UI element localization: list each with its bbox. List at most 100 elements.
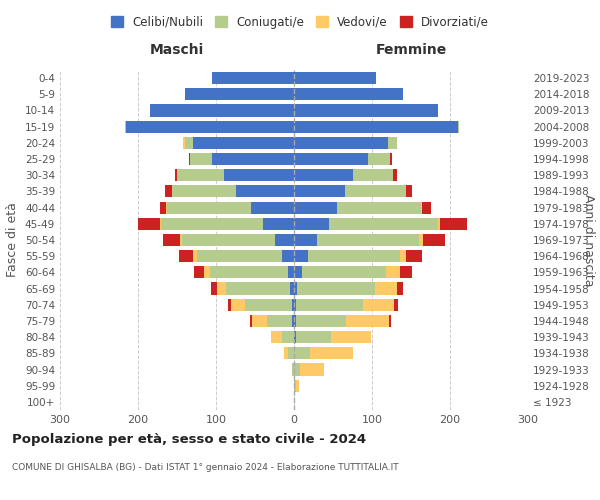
Bar (394, 298, 398, 311)
Bar (368, 153, 390, 165)
Bar (296, 315, 346, 327)
Bar (288, 348, 294, 360)
Bar (294, 153, 368, 165)
Bar (294, 250, 308, 262)
Bar (397, 282, 403, 294)
Bar (185, 88, 294, 101)
Y-axis label: Anni di nascita: Anni di nascita (582, 194, 595, 286)
Bar (229, 298, 231, 311)
Bar (284, 348, 288, 360)
Bar (167, 202, 251, 213)
Bar (458, 120, 460, 132)
Bar (138, 218, 160, 230)
Bar (294, 298, 296, 311)
Bar (375, 282, 397, 294)
Text: COMUNE DI GHISALBA (BG) - Dati ISTAT 1° gennaio 2024 - Elaborazione TUTTITALIA.I: COMUNE DI GHISALBA (BG) - Dati ISTAT 1° … (12, 462, 398, 471)
Bar (296, 380, 299, 392)
Bar (194, 266, 203, 278)
Bar (185, 137, 193, 149)
Bar (294, 315, 296, 327)
Text: Femmine: Femmine (376, 43, 446, 57)
Bar (217, 282, 226, 294)
Bar (172, 186, 235, 198)
Bar (296, 298, 362, 311)
Bar (296, 331, 331, 343)
Bar (294, 331, 296, 343)
Bar (421, 202, 422, 213)
Bar (268, 315, 292, 327)
Bar (300, 364, 323, 376)
Bar (290, 282, 294, 294)
Bar (212, 153, 294, 165)
Bar (182, 234, 275, 246)
Y-axis label: Fasce di età: Fasce di età (7, 202, 19, 278)
Bar (294, 72, 376, 84)
Bar (250, 315, 252, 327)
Bar (388, 137, 397, 149)
Bar (423, 234, 445, 246)
Bar (179, 250, 193, 262)
Bar (292, 298, 294, 311)
Bar (210, 266, 288, 278)
Bar (183, 137, 185, 149)
Bar (302, 266, 386, 278)
Bar (211, 282, 217, 294)
Legend: Celibi/Nubili, Coniugati/e, Vedovi/e, Divorziati/e: Celibi/Nubili, Coniugati/e, Vedovi/e, Di… (106, 11, 494, 34)
Bar (271, 331, 283, 343)
Bar (292, 364, 294, 376)
Bar (231, 298, 245, 311)
Bar (163, 234, 180, 246)
Bar (188, 153, 190, 165)
Bar (294, 104, 438, 117)
Bar (329, 218, 438, 230)
Bar (344, 186, 406, 198)
Bar (193, 137, 294, 149)
Bar (294, 202, 337, 213)
Bar (160, 202, 166, 213)
Bar (175, 169, 177, 181)
Text: Maschi: Maschi (150, 43, 204, 57)
Bar (275, 234, 294, 246)
Bar (245, 298, 292, 311)
Bar (393, 169, 397, 181)
Bar (294, 266, 302, 278)
Bar (331, 331, 371, 343)
Bar (294, 282, 297, 294)
Bar (438, 218, 440, 230)
Bar (165, 186, 172, 198)
Bar (203, 266, 210, 278)
Bar (263, 218, 294, 230)
Bar (317, 234, 419, 246)
Bar (125, 120, 126, 132)
Bar (346, 315, 389, 327)
Bar (294, 218, 329, 230)
Bar (251, 202, 294, 213)
Bar (177, 169, 224, 181)
Bar (406, 250, 422, 262)
Bar (235, 186, 294, 198)
Bar (160, 218, 161, 230)
Bar (422, 202, 431, 213)
Bar (294, 348, 310, 360)
Bar (224, 169, 294, 181)
Bar (294, 364, 300, 376)
Bar (226, 282, 290, 294)
Bar (362, 298, 394, 311)
Bar (190, 153, 212, 165)
Bar (406, 186, 412, 198)
Bar (400, 250, 406, 262)
Bar (283, 250, 294, 262)
Bar (126, 120, 294, 132)
Bar (400, 266, 412, 278)
Bar (353, 169, 393, 181)
Bar (252, 315, 268, 327)
Bar (337, 202, 421, 213)
Bar (294, 88, 403, 101)
Text: Popolazione per età, sesso e stato civile - 2024: Popolazione per età, sesso e stato civil… (12, 432, 366, 446)
Bar (197, 250, 283, 262)
Bar (180, 234, 182, 246)
Bar (294, 186, 344, 198)
Bar (419, 234, 422, 246)
Bar (294, 169, 353, 181)
Bar (161, 218, 263, 230)
